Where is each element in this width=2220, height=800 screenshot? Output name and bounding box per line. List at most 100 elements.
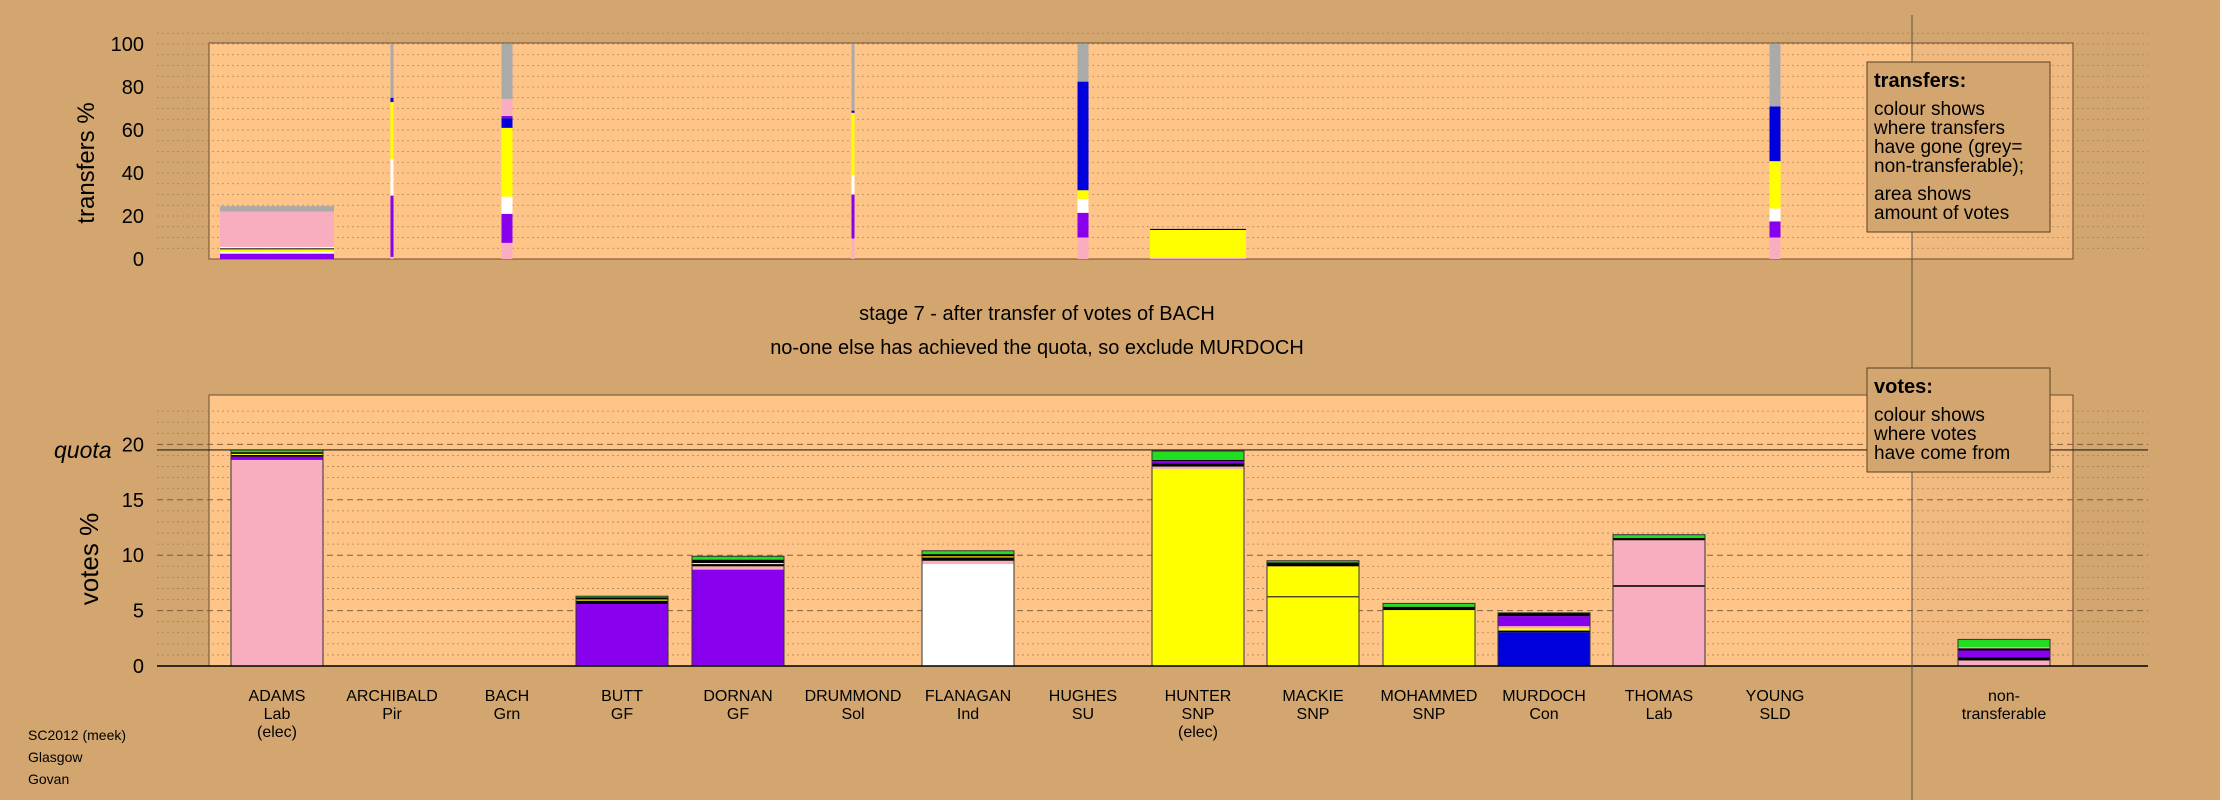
candidate-label: BUTT [601, 688, 643, 705]
y-tick-label: 60 [122, 120, 144, 142]
candidate-label: MOHAMMED [1381, 688, 1478, 705]
candidate-label: SU [1072, 706, 1094, 723]
transfer-segment-adams [220, 246, 334, 249]
vote-bar-flanagan-segment [922, 550, 1014, 555]
vote-bar-mohammed-segment [1383, 606, 1475, 611]
candidate-label: Sol [841, 706, 864, 723]
vote-bar-murdoch-segment [1498, 612, 1590, 617]
y-tick-label: 0 [133, 249, 144, 271]
transfers-legend-line: amount of votes [1874, 203, 2009, 224]
vote-bar-butt-segment [576, 600, 668, 604]
transfer-segment-adams [220, 206, 334, 212]
transfers-legend-title: transfers: [1874, 70, 1966, 92]
footer-line: Govan [28, 771, 69, 787]
votes-y-ticks: 0 5 10 15 20 [122, 434, 144, 678]
transfers-y-axis-title: transfers % [73, 102, 100, 223]
nontransferable-label: non- [1988, 688, 2020, 705]
transfer-segment-archibald [390, 195, 394, 257]
transfers-plot-area [208, 42, 2074, 260]
candidate-label: HUGHES [1049, 688, 1117, 705]
transfers-legend-line: area shows [1874, 184, 1971, 205]
vote-bar-adams-segment [231, 459, 323, 666]
votes-legend-line: where votes [1873, 424, 1976, 445]
vote-bar-thomas-segment [1613, 538, 1705, 541]
transfer-segment-hughes [1077, 81, 1089, 191]
transfer-segment-adams [220, 249, 334, 252]
y-tick-label: 10 [122, 545, 144, 567]
vote-bar-dornan-segment [692, 564, 784, 567]
candidate-label: DRUMMOND [805, 688, 902, 705]
vote-bar-hunter-segment [1152, 461, 1244, 464]
vote-bar-murdoch-segment [1498, 628, 1590, 631]
transfer-segment-hunter [1150, 229, 1246, 258]
votes-plot-area [208, 394, 2074, 667]
transfers-legend-line: colour shows [1874, 99, 1985, 120]
vote-bar-thomas-segment [1613, 534, 1705, 539]
votes-legend-line: have come from [1874, 443, 2010, 464]
transfer-segment-archibald [390, 97, 394, 103]
candidate-label: SNP [1297, 706, 1330, 723]
candidate-label: THOMAS [1625, 688, 1693, 705]
candidate-label: Ind [957, 706, 979, 723]
transfer-segment-archibald [390, 102, 394, 160]
transfer-segment-bach [501, 118, 513, 128]
y-tick-label: 20 [122, 434, 144, 456]
candidate-label: ARCHIBALD [346, 688, 438, 705]
transfer-segment-bach [501, 127, 513, 197]
transfer-segment-young [1769, 221, 1781, 238]
y-tick-label: 20 [122, 206, 144, 228]
vote-bar-butt-segment [576, 597, 668, 600]
transfers-legend: transfers: colour shows where transfers … [1866, 61, 2051, 233]
vote-bar-murdoch-segment [1498, 632, 1590, 666]
vote-bar-butt-segment [576, 596, 668, 598]
transfer-segment-drummond [851, 194, 855, 239]
votes-bars [230, 449, 2051, 667]
y-tick-label: 80 [122, 77, 144, 99]
y-tick-label: 100 [111, 34, 144, 56]
vote-bar-hunter-segment [1152, 466, 1244, 469]
votes-legend-title: votes: [1874, 376, 1933, 398]
transfer-segment-adams [220, 253, 334, 259]
vote-bar-hunter-segment [1152, 451, 1244, 460]
candidate-label: SNP [1413, 706, 1446, 723]
transfer-segment-young [1769, 44, 1781, 107]
vote-bar-adams-segment [231, 453, 323, 455]
vote-bar-murdoch-segment [1498, 616, 1590, 627]
candidate-label: HUNTER [1165, 688, 1232, 705]
footer-line: SC2012 (meek) [28, 727, 126, 743]
candidate-label: Lab [1646, 706, 1673, 723]
transfer-segment-drummond [851, 238, 855, 259]
candidate-label: GF [611, 706, 633, 723]
candidate-label: SNP [1182, 706, 1215, 723]
transfers-legend-line: non-transferable); [1874, 156, 2024, 177]
vote-bar-dornan-segment [692, 569, 784, 666]
transfer-segment-young [1769, 106, 1781, 162]
transfer-segment-bach [501, 116, 513, 119]
vote-bar-murdoch-segment [1498, 626, 1590, 629]
transfer-segment-bach [501, 98, 513, 117]
vote-bar-mackie-segment [1267, 596, 1359, 598]
transfers-bars [220, 44, 1781, 259]
transfer-segment-hughes [1077, 198, 1089, 213]
candidate-label: (elec) [257, 724, 297, 741]
vote-bar-hunter-segment [1152, 459, 1244, 462]
candidate-labels: ADAMSLab(elec)ARCHIBALDPirBACHGrnBUTTGFD… [249, 688, 2047, 741]
vote-bar-hunter-segment [1152, 468, 1244, 666]
candidate-label: YOUNG [1746, 688, 1805, 705]
y-tick-label: 0 [133, 656, 144, 678]
y-tick-label: 40 [122, 163, 144, 185]
transfers-y-ticks: 0 20 40 60 80 100 [111, 34, 144, 271]
candidate-label: ADAMS [249, 688, 306, 705]
vote-bar-murdoch-segment [1498, 630, 1590, 633]
vote-bar-flanagan-segment [922, 556, 1014, 558]
vote-bar-nontransferable-segment [1958, 657, 2050, 661]
transfer-segment-hunter [1150, 228, 1246, 230]
vote-bar-dornan-segment [692, 566, 784, 570]
vote-bar-mackie-segment [1267, 560, 1359, 563]
candidate-label: Pir [382, 706, 402, 723]
vote-bar-adams-segment [231, 456, 323, 460]
transfer-segment-bach [501, 213, 513, 243]
vote-bar-thomas-segment [1613, 586, 1705, 666]
candidate-label: FLANAGAN [925, 688, 1011, 705]
vote-bar-adams-segment [231, 449, 323, 453]
